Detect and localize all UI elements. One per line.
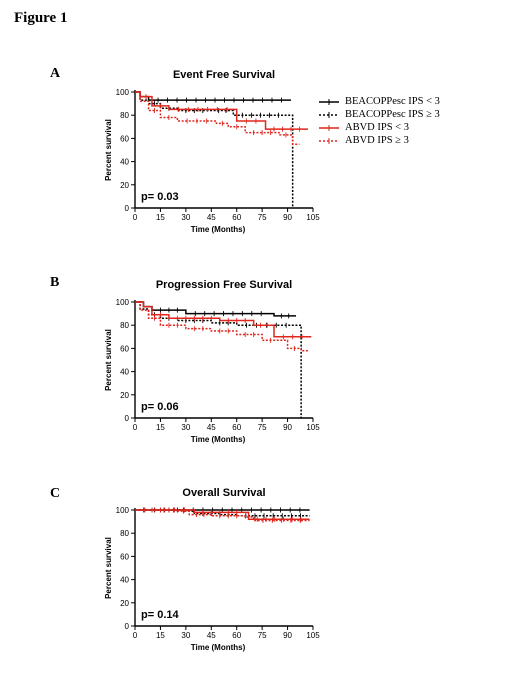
- x-tick-label: 105: [306, 631, 320, 640]
- panel-letter-a: A: [50, 66, 61, 81]
- y-axis-label: Percent survival: [104, 329, 113, 391]
- chart-title: Overall Survival: [182, 487, 265, 499]
- x-tick-label: 30: [181, 631, 190, 640]
- y-tick-label: 0: [125, 204, 130, 213]
- legend-label: ABVD IPS < 3: [345, 122, 409, 133]
- legend-swatch-beacopp-low: [319, 98, 339, 105]
- y-tick-label: 20: [120, 599, 129, 608]
- panel-letter-b: B: [50, 275, 60, 290]
- y-tick-label: 80: [120, 529, 129, 538]
- legend-item-abvd-low: ABVD IPS < 3: [318, 121, 440, 134]
- survival-curve-1: [135, 301, 297, 317]
- x-tick-label: 0: [133, 631, 138, 640]
- x-tick-label: 75: [258, 423, 267, 432]
- x-tick-label: 30: [181, 423, 190, 432]
- event-free-survival-chart: Event Free Survival 0 20 40 60 80 100 0 15 30 45 60…: [104, 69, 320, 234]
- y-tick-label: 0: [125, 414, 130, 423]
- y-tick-label: 60: [120, 552, 129, 561]
- figure-title: Figure 1: [14, 10, 68, 26]
- legend-label: BEACOPPesc IPS ≥ 3: [345, 109, 440, 120]
- y-tick-label: 80: [120, 321, 129, 330]
- legend: BEACOPPesc IPS < 3 BEACOPPesc IPS ≥ 3 AB…: [318, 95, 440, 147]
- survival-curve-2: [135, 91, 294, 208]
- legend-label: ABVD IPS ≥ 3: [345, 135, 409, 146]
- survival-curve-3: [135, 509, 310, 521]
- legend-swatch-beacopp-high: [319, 111, 339, 118]
- p-value-annotation: p= 0.03: [141, 191, 179, 203]
- x-tick-label: 45: [207, 423, 216, 432]
- y-tick-label: 100: [116, 298, 130, 307]
- x-tick-label: 15: [156, 423, 165, 432]
- x-axis-label: Time (Months): [191, 435, 246, 444]
- y-axis-label: Percent survival: [104, 119, 113, 181]
- x-tick-label: 90: [283, 213, 292, 222]
- y-tick-label: 100: [116, 506, 130, 515]
- legend-swatch-abvd-high: [319, 137, 339, 144]
- x-tick-label: 75: [258, 213, 267, 222]
- survival-curve-4: [135, 509, 310, 522]
- x-tick-label: 75: [258, 631, 267, 640]
- chart-title: Progression Free Survival: [156, 279, 292, 291]
- legend-item-beacopp-low: BEACOPPesc IPS < 3: [318, 95, 440, 108]
- x-tick-label: 90: [283, 423, 292, 432]
- y-tick-label: 20: [120, 181, 129, 190]
- progression-free-survival-chart: Progression Free Survival 0 20 40 60 80 100 0 15…: [104, 279, 320, 444]
- legend-item-abvd-high: ABVD IPS ≥ 3: [318, 134, 440, 147]
- y-tick-label: 60: [120, 134, 129, 143]
- survival-curve-2: [135, 301, 302, 418]
- x-axis-label: Time (Months): [191, 225, 246, 234]
- p-value-annotation: p= 0.06: [141, 401, 179, 413]
- x-tick-label: 60: [232, 213, 241, 222]
- y-tick-label: 60: [120, 344, 129, 353]
- p-value-annotation: p= 0.14: [141, 609, 179, 621]
- x-tick-label: 30: [181, 213, 190, 222]
- x-tick-label: 105: [306, 213, 320, 222]
- y-tick-label: 0: [125, 622, 130, 631]
- y-tick-label: 20: [120, 391, 129, 400]
- overall-survival-chart: Overall Survival 0 20 40 60 80 100 0 15 30 45 60 75 9…: [104, 487, 320, 652]
- legend-label: BEACOPPesc IPS < 3: [345, 96, 440, 107]
- x-tick-label: 90: [283, 631, 292, 640]
- x-tick-label: 45: [207, 213, 216, 222]
- survival-curve-4: [135, 301, 310, 352]
- y-axis-label: Percent survival: [104, 537, 113, 599]
- legend-item-beacopp-high: BEACOPPesc IPS ≥ 3: [318, 108, 440, 121]
- y-tick-label: 40: [120, 576, 129, 585]
- y-tick-label: 40: [120, 368, 129, 377]
- x-tick-label: 0: [133, 213, 138, 222]
- y-tick-label: 100: [116, 88, 130, 97]
- x-tick-label: 60: [232, 423, 241, 432]
- chart-title: Event Free Survival: [173, 69, 275, 81]
- legend-swatch-abvd-low: [319, 124, 339, 131]
- panel-letter-c: C: [50, 486, 61, 501]
- x-tick-label: 15: [156, 213, 165, 222]
- x-tick-label: 60: [232, 631, 241, 640]
- y-tick-label: 40: [120, 158, 129, 167]
- x-tick-label: 45: [207, 631, 216, 640]
- x-tick-label: 105: [306, 423, 320, 432]
- x-tick-label: 0: [133, 423, 138, 432]
- x-tick-label: 15: [156, 631, 165, 640]
- x-axis-label: Time (Months): [191, 643, 246, 652]
- y-tick-label: 80: [120, 111, 129, 120]
